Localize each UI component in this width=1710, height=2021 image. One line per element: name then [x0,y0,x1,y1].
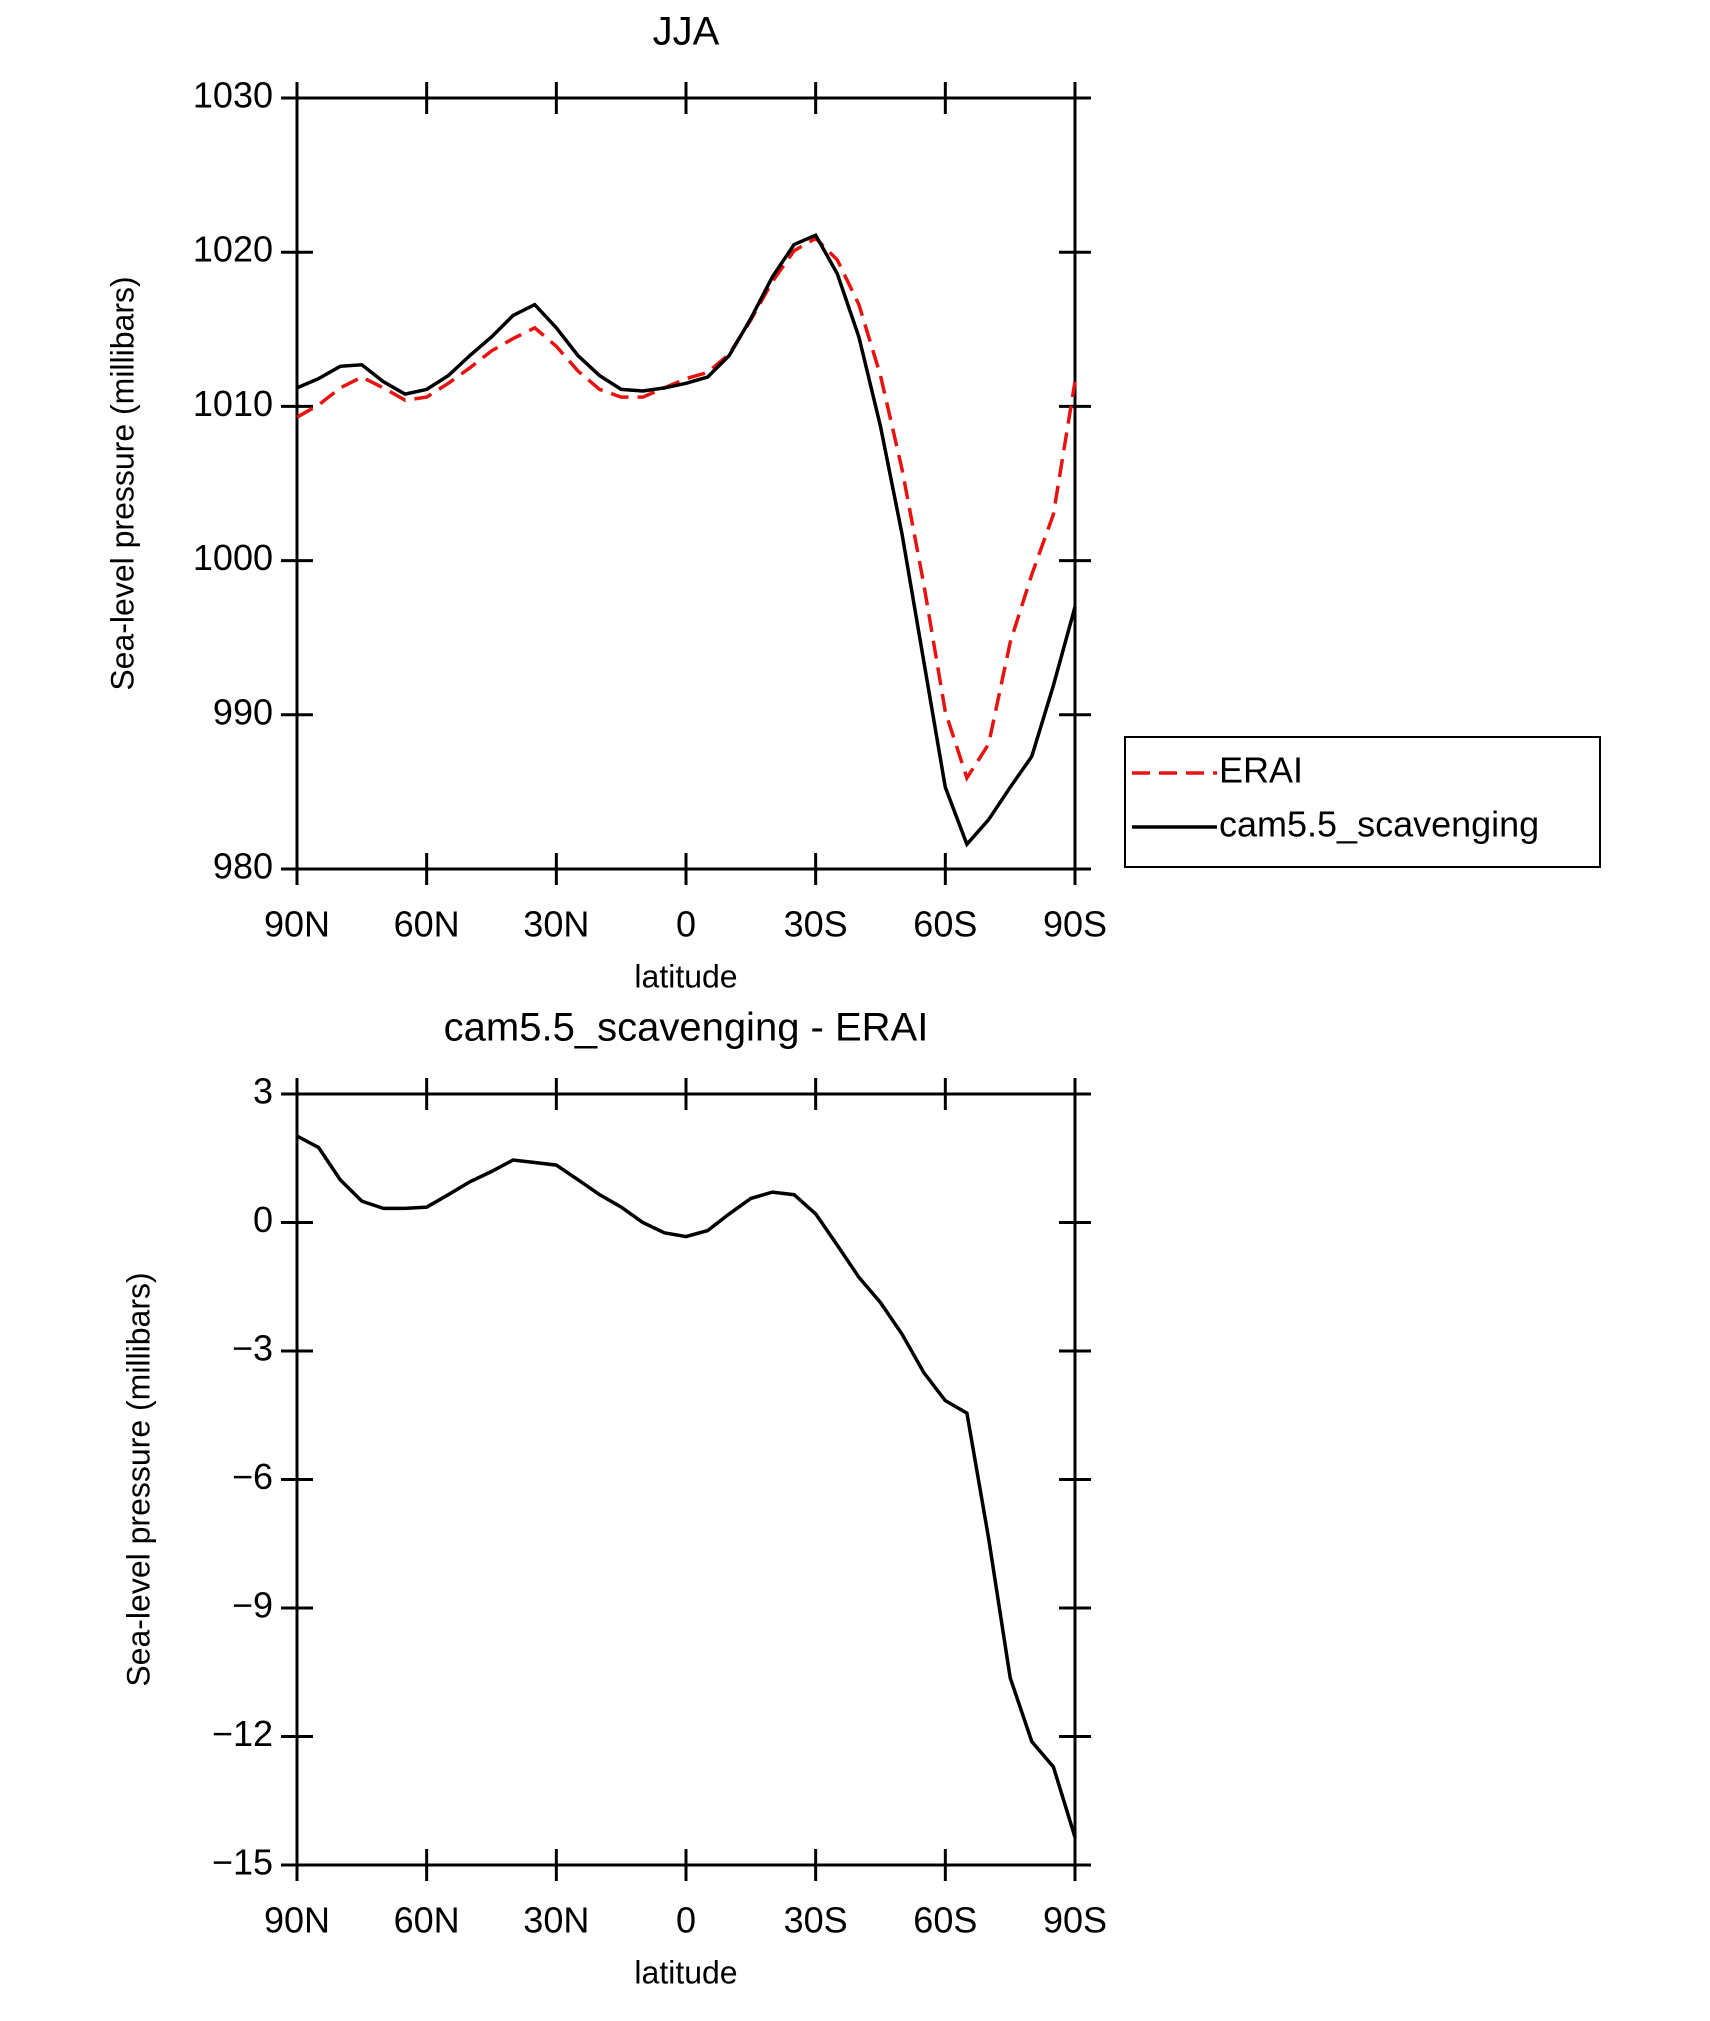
y-tick-label: 1000 [193,537,273,578]
x-tick-label: 60N [394,904,460,945]
legend-box [1124,736,1601,868]
x-tick-label: 90N [264,904,330,945]
y-tick-label: −15 [212,1842,273,1883]
x-axis-label: latitude [634,1954,737,1990]
data-line [296,236,1077,783]
x-tick-label: 30N [523,904,589,945]
legend-label: cam5.5_scavenging [1219,804,1539,845]
y-tick-label: −6 [232,1456,273,1497]
y-tick-label: 3 [253,1071,273,1112]
x-tick-label: 90N [264,1900,330,1941]
y-tick-label: 990 [213,691,273,732]
x-tick-label: 60S [913,904,977,945]
x-tick-label: 90S [1043,1900,1107,1941]
y-tick-label: −12 [212,1713,273,1754]
y-axis-label: Sea-level pressure (millibars) [120,1272,156,1686]
data-line [296,1134,1077,1838]
y-axis-label: Sea-level pressure (millibars) [104,276,140,690]
x-tick-label: 0 [676,1900,696,1941]
plot-frame [295,1092,1077,1867]
y-tick-label: 1020 [193,229,273,270]
chart-title: JJA [653,10,720,54]
y-tick-label: 0 [253,1199,273,1240]
data-line [296,232,1077,848]
x-tick-label: 30S [784,904,848,945]
y-tick-label: 980 [213,846,273,887]
x-tick-label: 30N [523,1900,589,1941]
x-tick-label: 90S [1043,904,1107,945]
x-tick-label: 60N [394,1900,460,1941]
x-tick-label: 30S [784,1900,848,1941]
x-tick-label: 0 [676,904,696,945]
y-tick-label: −9 [232,1585,273,1626]
x-tick-label: 60S [913,1900,977,1941]
y-tick-label: −3 [232,1328,273,1369]
y-tick-label: 1030 [193,75,273,116]
legend-label: ERAI [1219,750,1303,791]
x-axis-label: latitude [634,958,737,994]
y-tick-label: 1010 [193,383,273,424]
chart-title: cam5.5_scavenging - ERAI [444,1006,929,1050]
